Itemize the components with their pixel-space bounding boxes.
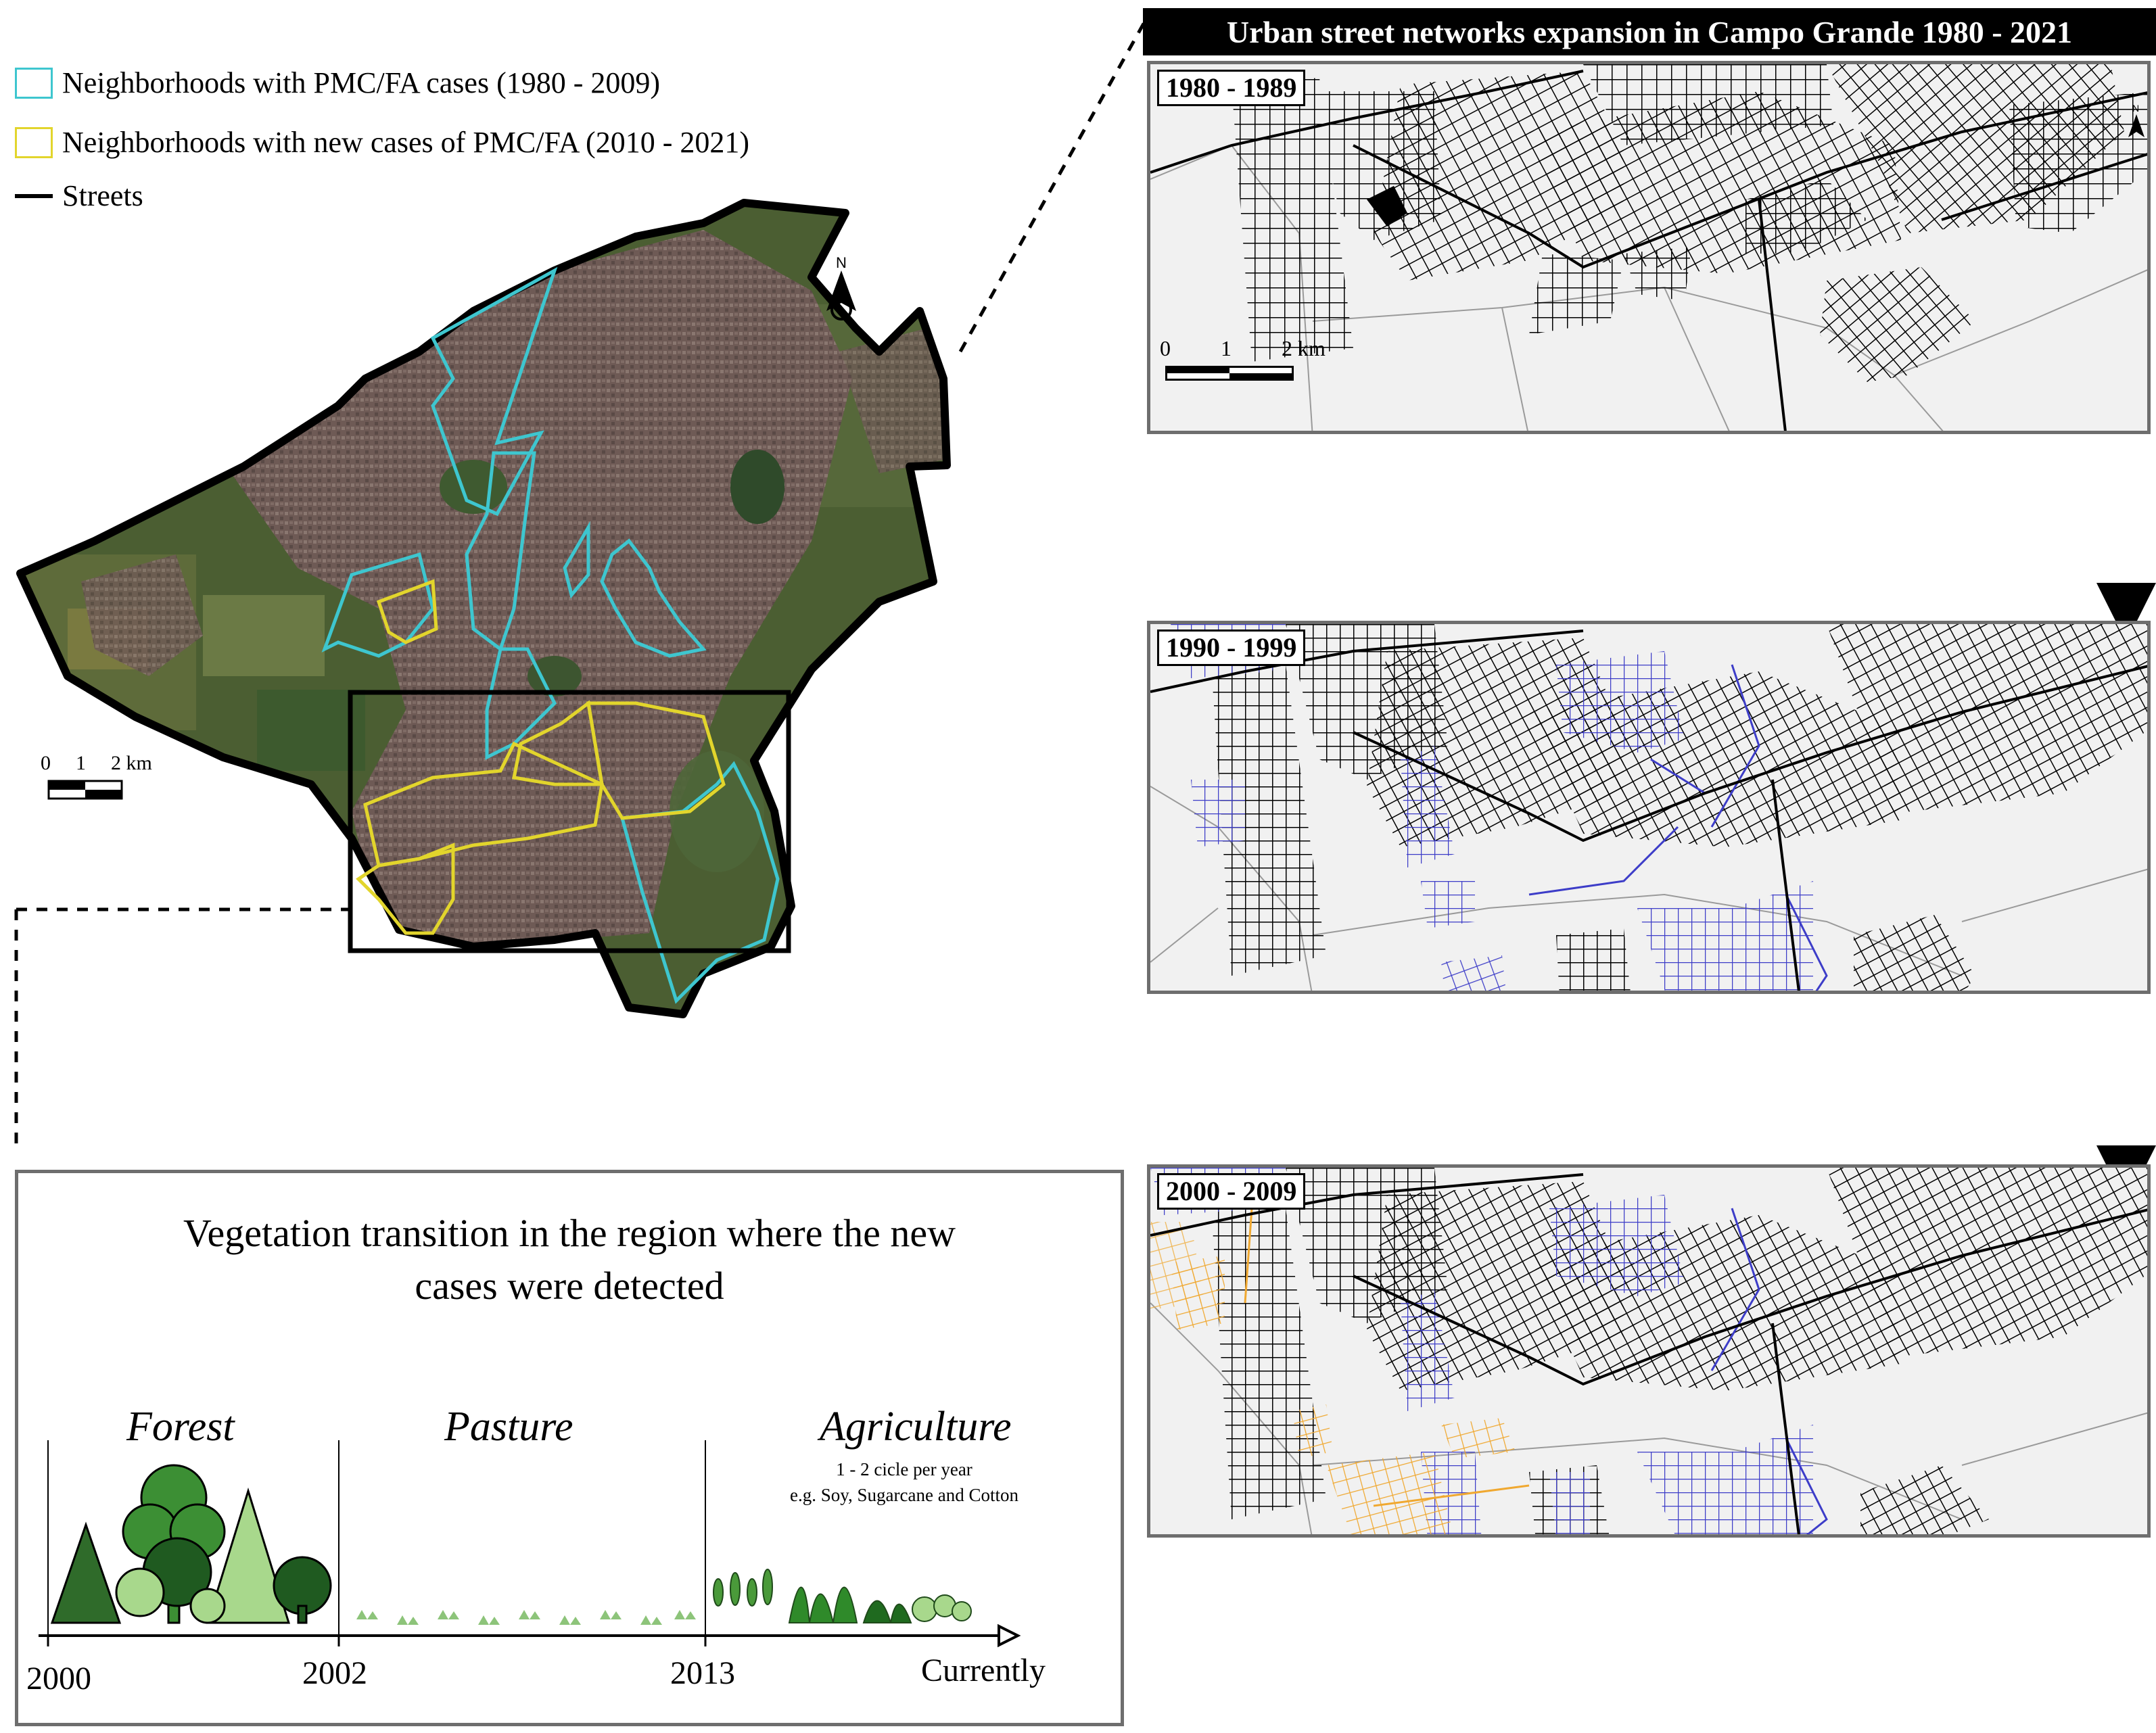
map-panel-1990-1999: 1990 - 1999 bbox=[1147, 621, 2151, 994]
city-boundary bbox=[16, 199, 951, 1018]
trees-icon bbox=[50, 1464, 332, 1624]
svg-text:2 km: 2 km bbox=[111, 752, 152, 774]
stage-label-forest: Forest bbox=[126, 1404, 235, 1450]
legend-label: Neighborhoods with PMC/FA cases (1980 - … bbox=[62, 66, 661, 99]
cyan-swatch bbox=[15, 68, 53, 99]
grass-icon bbox=[356, 1610, 696, 1625]
svg-text:N: N bbox=[2132, 103, 2139, 114]
svg-text:1: 1 bbox=[76, 752, 86, 774]
legend-item-old-cases: Neighborhoods with PMC/FA cases (1980 - … bbox=[15, 68, 660, 99]
overview-satellite-map: N 0 1 2 km bbox=[16, 199, 951, 1018]
north-arrow-icon: N bbox=[2128, 103, 2145, 137]
legend-label: Neighborhoods with new cases of PMC/FA (… bbox=[62, 126, 749, 159]
svg-text:N: N bbox=[836, 254, 847, 271]
street-network-map bbox=[1150, 1168, 2147, 1534]
legend-label: Streets bbox=[62, 179, 143, 212]
year-label: 2000 bbox=[26, 1661, 91, 1696]
focus-rectangle bbox=[348, 690, 791, 953]
overview-scale-bar: 0 1 2 km bbox=[41, 752, 152, 800]
vegetation-transition-panel: Vegetation transition in the region wher… bbox=[15, 1170, 1124, 1726]
end-label: Currently bbox=[921, 1653, 1046, 1688]
legend-item-streets: Streets bbox=[15, 181, 143, 211]
period-label: 1990 - 1999 bbox=[1157, 630, 1306, 666]
stage-label-agriculture: Agriculture bbox=[820, 1404, 1012, 1450]
map-panel-2000-2009: 2000 - 2009 bbox=[1147, 1164, 2151, 1538]
legend-item-new-cases: Neighborhoods with new cases of PMC/FA (… bbox=[15, 127, 749, 158]
vegetation-title: Vegetation transition in the region wher… bbox=[183, 1211, 956, 1308]
crops-icon bbox=[713, 1569, 972, 1623]
street-network-map bbox=[1150, 624, 2147, 991]
expansion-scale-bar: 0 1 2 km bbox=[1160, 336, 1326, 390]
arrow-down-icon bbox=[2096, 583, 2156, 642]
streets-2000s bbox=[1150, 1208, 1530, 1534]
yellow-swatch bbox=[15, 127, 53, 158]
streets-1980s bbox=[1150, 64, 2147, 431]
new-case-neighborhoods bbox=[356, 579, 726, 935]
agriculture-note: 1 - 2 cicle per year e.g. Soy, Sugarcane… bbox=[790, 1459, 1018, 1505]
expansion-title: Urban street networks expansion in Campo… bbox=[1143, 8, 2156, 55]
stage-label-pasture: Pasture bbox=[444, 1404, 573, 1450]
year-label: 2002 bbox=[302, 1655, 367, 1691]
street-network-map bbox=[1150, 64, 2147, 431]
north-arrow-icon: N bbox=[826, 254, 856, 321]
year-label: 2013 bbox=[670, 1655, 735, 1691]
period-label: 1980 - 1989 bbox=[1157, 70, 1306, 106]
period-label: 2000 - 2009 bbox=[1157, 1173, 1306, 1210]
arrow-right-icon bbox=[998, 1623, 1021, 1648]
map-panel-1980-1989: 1980 - 1989 N 0 1 2 km bbox=[1147, 61, 2151, 434]
svg-text:0: 0 bbox=[41, 752, 51, 774]
street-line-swatch bbox=[15, 194, 53, 198]
timeline-graphic bbox=[39, 1440, 1021, 1648]
